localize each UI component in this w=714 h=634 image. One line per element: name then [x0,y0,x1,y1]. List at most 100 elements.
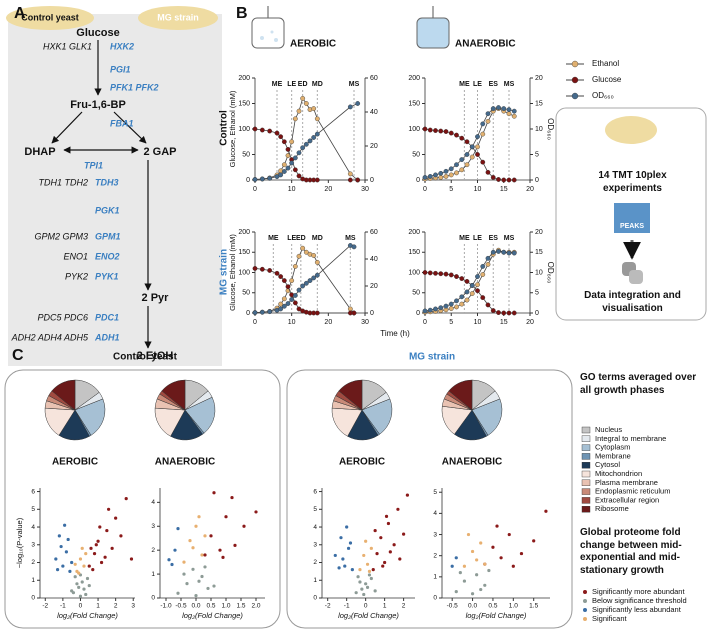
legend-label: Significantly more abundant [592,587,685,596]
y-tick-label: 1 [31,577,35,584]
native-gene: PYK2 [65,271,88,281]
condition-label: ANAEROBIC [455,39,516,50]
data-point [300,283,306,289]
x-tick-label: -0.5 [447,603,459,610]
data-point [373,528,377,533]
data-point [281,278,287,283]
data-point [110,546,114,550]
series-line [254,97,358,181]
data-point [303,280,309,286]
strain-title: Control yeast [113,352,178,363]
data-point [73,562,77,566]
y2-tick-label: 5 [535,151,539,158]
y-tick-label: 50 [412,151,420,158]
phase-label: ED [296,235,306,242]
data-point [82,587,86,591]
data-point [464,139,470,145]
condition-label: AEROBIC [290,39,336,50]
data-point [485,169,491,175]
data-point [203,534,207,538]
data-point [303,141,309,147]
data-point [197,579,201,583]
native-gene: HXK1 GLK1 [43,41,92,51]
data-point [479,541,483,545]
data-point [427,174,433,179]
axis [159,488,265,599]
legend-marker [571,60,579,68]
legend-marker [571,76,579,84]
data-point [433,306,438,312]
metabolite: 2 Pyr [142,292,170,304]
data-point [91,568,95,572]
data-point [96,539,100,543]
legend-label: Ethanol [592,59,619,68]
legend-marker [583,617,587,621]
peaks-logo [614,203,650,233]
series-line [254,103,358,180]
data-point [454,132,459,138]
data-point [129,557,134,561]
data-point [278,134,284,140]
data-point [230,495,234,500]
data-point [200,553,204,557]
phase-label: MD [312,235,323,242]
x-tick-label: 30 [361,319,369,326]
legend-swatch [581,470,591,478]
data-point [448,301,454,307]
data-point [311,106,317,112]
strain-title: MG strain [409,352,455,363]
pie-slice [361,398,393,435]
data-point [470,592,475,596]
pie-slice [51,379,76,411]
y-axis-label: −log₁₀(P-value) [15,517,24,568]
data-point [351,310,357,316]
x-tick-label: 1.5 [236,603,245,610]
data-point [462,579,467,583]
strain-box [4,369,281,629]
metabolite: 2 EtOH [137,350,174,362]
data-point [475,288,480,294]
legend-label: Mitochondrion [595,469,642,478]
data-point [278,301,284,307]
data-point [292,293,298,298]
phase-label: MS [345,235,356,242]
data-point [339,536,343,540]
data-point [300,96,306,101]
data-point [66,537,70,542]
y2-tick-label: 5 [535,290,539,297]
y-tick-label: 2 [433,552,437,559]
x-axis-label: Time (h) [380,329,410,338]
data-point [485,261,491,267]
data-point [80,546,84,550]
data-point [75,582,79,586]
data-point [77,585,81,589]
x-axis-label: log₂(Fold Change) [182,611,243,620]
native-gene: TDH1 TDH2 [38,177,88,187]
data-point [345,525,349,529]
data-point [278,306,284,312]
y-tick-label: 1 [433,574,437,581]
y-tick-label: 150 [238,249,250,256]
phase-label: ME [459,235,470,242]
legend-swatch [581,488,591,495]
data-point [173,548,177,552]
data-point [506,111,512,117]
data-point [78,557,83,561]
data-point [292,167,298,173]
axis [39,488,135,599]
y-tick-label: 2 [31,559,35,566]
data-point [300,145,306,151]
data-point [448,166,454,172]
data-point [496,177,501,182]
data-point [252,310,258,315]
x-tick-label: 0.0 [468,603,477,610]
data-point [490,308,496,313]
data-point [480,131,486,137]
data-point [501,106,507,112]
series-line [424,249,515,313]
data-point [292,264,298,269]
data-point [443,168,449,174]
data-point [281,162,287,168]
data-point [373,589,377,593]
